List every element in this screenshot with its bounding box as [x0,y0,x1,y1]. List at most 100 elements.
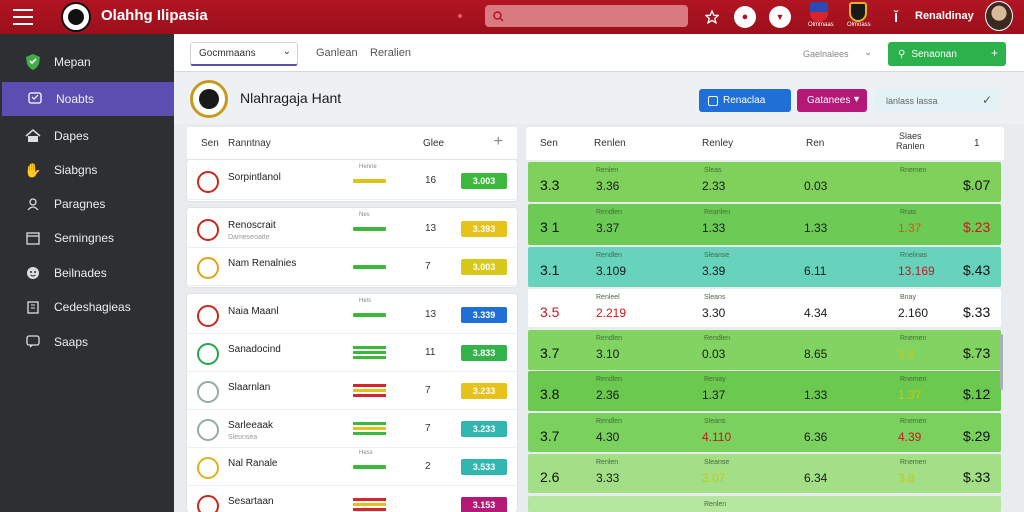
odds-value[interactable]: 3 1 [540,219,560,235]
odds-row[interactable]: 3.1 Rendlen 3.109 Sleanse 3.39 6.11 Rnelinas 13… [528,247,1001,287]
odds-value[interactable]: 2.219 [596,306,627,320]
odds-value[interactable]: 3.36 [596,179,620,193]
add-button[interactable]: ⚲ Senaonan + [888,42,1006,66]
rating-pill[interactable]: 3.003 [461,173,507,189]
odds-value[interactable]: 2.160 [898,306,929,320]
sidebar-item-semingnes[interactable]: Semingnes [0,221,174,255]
odds-value[interactable]: 6.34 [804,471,828,485]
info-icon[interactable]: Ǐ [894,9,898,25]
search-input[interactable] [508,10,678,22]
table-row[interactable]: Nal Ranale Hess 2 3.533 [187,448,517,486]
soccer-ball-icon[interactable]: ● [734,6,756,28]
odds-value[interactable]: 13.169 [898,264,935,278]
odds-value[interactable]: 2.33 [702,179,726,193]
odds-value[interactable]: 3.39 [702,264,726,278]
odds-row[interactable]: 2.6 Renlen 3.33 Sleanse 3.07 6.34 Rnemen 3.8 $.3… [528,454,1001,493]
odds-row[interactable]: Renlen [528,496,1001,512]
sidebar-item-dapes[interactable]: Dapes [0,119,174,153]
odds-value[interactable]: 3.37 [596,221,620,235]
rating-pill[interactable]: 3.533 [461,459,507,475]
column-header[interactable]: Renley [702,138,734,149]
club-badge-2[interactable]: Olmoass [847,2,871,32]
column-header[interactable]: Ranntnay [228,138,271,149]
price-value[interactable]: $.33 [963,469,991,485]
odds-value[interactable]: 3.07 [702,471,726,485]
odds-value[interactable]: 4.30 [596,430,620,444]
odds-value[interactable]: 2.36 [596,388,620,402]
sidebar-item-mepan[interactable]: Mepan [0,45,174,79]
price-value[interactable]: $.07 [963,177,991,193]
odds-value[interactable]: 3.5 [540,304,560,320]
odds-value[interactable]: 0.03 [702,347,726,361]
odds-value[interactable]: 3.8 [898,347,915,361]
odds-value[interactable]: 3.3 [540,177,560,193]
tab-reralien[interactable]: Reralien [370,47,411,59]
table-row[interactable]: Nam Renalnies 7 3.003 [187,248,517,286]
sort-icon[interactable]: 1 [974,138,980,149]
rating-pill[interactable]: 3.153 [461,497,507,512]
odds-value[interactable]: 4.34 [804,306,828,320]
filter-chip[interactable]: lanlass lassa ✓ [874,89,1000,112]
plus-icon[interactable]: + [493,133,503,150]
column-header[interactable]: Ren [806,138,825,149]
star-icon[interactable] [701,6,723,28]
app-logo[interactable] [61,2,91,32]
price-value[interactable]: $.29 [963,428,991,444]
close-icon[interactable]: ✓ [981,93,992,107]
sidebar-item-paragnes[interactable]: Paragnes [0,187,174,221]
column-header[interactable]: Renlen [594,138,626,149]
sidebar-item-saaps[interactable]: Saaps [0,325,174,359]
odds-row[interactable]: 3.7 Rendlen 3.10 Rendlen 0.03 8.65 Rnemen 3.8 $.… [528,330,1001,370]
odds-value[interactable]: 1.37 [898,221,922,235]
scrollbar[interactable] [1000,334,1003,390]
column-header[interactable]: Sen [201,138,219,149]
sidebar-item-noabts[interactable]: Noabts [2,82,174,116]
hamburger-menu-icon[interactable] [13,9,33,25]
table-row[interactable]: Sorpintlanol Henne 16 3.003 [187,162,517,200]
column-header[interactable]: Glee [423,138,445,149]
odds-value[interactable]: 1.33 [804,221,828,235]
odds-value[interactable]: 1.37 [702,388,726,402]
club-badge-1[interactable]: Olmmaas [808,2,834,32]
price-value[interactable]: $.43 [963,262,991,278]
price-value[interactable]: $.23 [963,219,991,235]
rating-pill[interactable]: 3.233 [461,421,507,437]
odds-value[interactable]: 1.33 [702,221,726,235]
rating-pill[interactable]: 3.003 [461,259,507,275]
odds-value[interactable]: 3.7 [540,345,560,361]
price-value[interactable]: $.33 [963,304,991,320]
odds-value[interactable]: 1.33 [804,388,828,402]
odds-value[interactable]: 1.37 [898,388,922,402]
odds-row[interactable]: 3.7 Rendlen 4.30 Sleans 4.110 6.36 Rnemen 4.39 $… [528,413,1001,452]
sidebar-item-siabgns[interactable]: ✋ Siabgns [0,153,174,187]
rating-pill[interactable]: 3.233 [461,383,507,399]
odds-value[interactable]: 3.30 [702,306,726,320]
table-row[interactable]: Renoscrait Dameseoatte Nes 13 3.393 [187,210,517,248]
table-row[interactable]: Naia Maanl Hels 13 3.339 [187,296,517,334]
odds-row[interactable]: 3.5 Renleel 2.219 Sleans 3.30 4.34 Bnay 2.160 $.… [528,289,1001,327]
odds-value[interactable]: 3.1 [540,262,560,278]
odds-value[interactable]: 3.8 [540,386,560,402]
rating-pill[interactable]: 3.833 [461,345,507,361]
table-row[interactable]: Slaarnlan 7 3.233 [187,372,517,410]
odds-value[interactable]: 4.39 [898,430,922,444]
odds-value[interactable]: 3.33 [596,471,620,485]
chevron-down-icon[interactable]: ▼ [769,6,791,28]
chevron-down-icon[interactable]: ⌄ [864,47,873,58]
purple-dropdown-button[interactable]: Gatanees ▼ [797,89,867,112]
sidebar-item-cedeshagieas[interactable]: Cedeshagieas [0,290,174,324]
odds-row[interactable]: 3.8 Rendlen 2.36 Reniay 1.37 1.33 Rnemen 1.37 $.… [528,371,1001,411]
odds-value[interactable]: 4.110 [702,430,732,444]
column-header[interactable]: Sen [540,138,558,149]
search-bar[interactable] [485,5,688,27]
odds-value[interactable]: 8.65 [804,347,828,361]
blue-action-button[interactable]: Renaclaa [699,89,791,112]
odds-value[interactable]: 6.36 [804,430,828,444]
subbar-right-label[interactable]: Gaelnalees [803,49,849,59]
price-value[interactable]: $.73 [963,345,991,361]
odds-value[interactable]: 3.10 [596,347,620,361]
user-name[interactable]: Renaldinay [915,10,974,22]
rating-pill[interactable]: 3.393 [461,221,507,237]
sidebar-item-beilnades[interactable]: Beilnades [0,256,174,290]
odds-value[interactable]: 0.03 [804,179,828,193]
